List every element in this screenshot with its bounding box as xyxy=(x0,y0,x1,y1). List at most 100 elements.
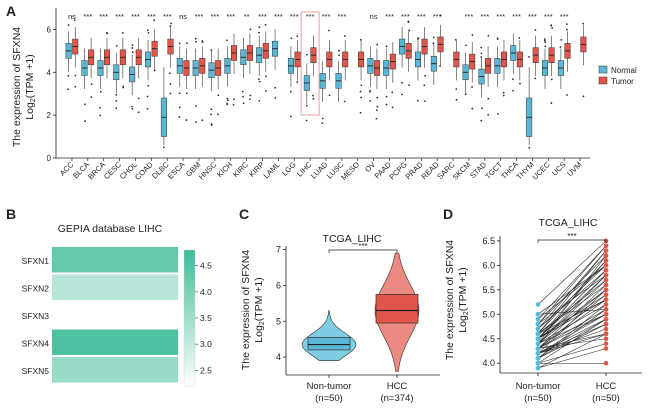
violin-box-nontumor xyxy=(307,337,351,351)
panel-c-sig-bracket xyxy=(328,249,398,253)
heat-row-label-sfxn4: SFXN4 xyxy=(22,338,50,348)
pair-line xyxy=(537,304,607,344)
pair-point-hcc xyxy=(603,248,609,253)
box-stad-tumor-outlier xyxy=(487,113,490,116)
box-skcm-normal-outlier xyxy=(464,93,467,96)
box-cesc-normal-outlier xyxy=(115,107,118,110)
box-pcpg-tumor-outlier xyxy=(408,29,411,32)
box-kich-normal-outlier xyxy=(226,97,229,100)
panel-d-xcount-hcc: (n=50) xyxy=(592,393,620,404)
box-gbm-normal-outlier xyxy=(195,105,197,107)
pair-point-nontumor xyxy=(535,316,541,322)
pair-line xyxy=(537,245,607,320)
box-coad-normal-outlier xyxy=(146,29,149,32)
colorbar-tick-label: 3.0 xyxy=(200,339,212,349)
box-gbm-tumor-outlier xyxy=(201,40,204,42)
box-prad-tumor-outlier xyxy=(424,74,427,77)
violin-box-hcc xyxy=(375,294,419,324)
box-dlbc-tumor-outlier xyxy=(169,72,171,75)
panel-d-xcount-nontumor: (n=50) xyxy=(524,393,552,404)
box-lgg-normal-outlier xyxy=(289,115,292,118)
box-meso-tumor-outlier xyxy=(359,111,362,114)
box-kirp-normal-outlier xyxy=(258,31,260,34)
colorbar-tick-label: 4.5 xyxy=(200,261,212,271)
box-ucs-tumor-outlier xyxy=(565,23,568,26)
sig-kirc: ** xyxy=(244,12,250,21)
box-ov-normal-outlier xyxy=(369,89,372,92)
box-coad-normal-outlier xyxy=(147,84,150,87)
box-gbm-normal-outlier xyxy=(195,40,197,43)
sig-chol: *** xyxy=(131,12,140,21)
box-ucs-tumor-outlier xyxy=(566,94,568,96)
sig-tgct: *** xyxy=(496,12,505,21)
pair-point-hcc xyxy=(603,277,609,283)
box-pcpg-normal-outlier xyxy=(401,93,403,96)
box-prad-tumor-outlier xyxy=(423,84,426,87)
box-paad-normal-outlier xyxy=(385,95,388,98)
box-esca-normal-outlier xyxy=(178,42,181,45)
box-ucec-tumor-outlier xyxy=(550,102,553,104)
box-stad-normal-outlier xyxy=(480,52,483,55)
pair-point-nontumor xyxy=(535,341,541,346)
panel-d-paired: TCGA_LIHC The expression of SFXN4 Log2(T… xyxy=(444,217,642,404)
box-kirc-tumor-outlier xyxy=(249,94,252,97)
pair-line xyxy=(537,265,607,320)
heat-cell-sfxn3 xyxy=(52,302,178,328)
sig-acc: ns xyxy=(68,12,76,21)
xlabel-laml: LAML xyxy=(262,160,282,180)
panel-d-ytick-label: 5.0 xyxy=(482,309,495,319)
pair-point-hcc xyxy=(603,253,609,258)
pair-point-hcc xyxy=(603,292,609,298)
pair-line xyxy=(537,318,607,364)
box-gbm-normal-outlier xyxy=(195,121,198,124)
heat-row-label-sfxn5: SFXN5 xyxy=(22,366,50,376)
panel-c-sig-label: *** xyxy=(358,242,367,251)
box-kich-normal-outlier xyxy=(226,39,228,42)
panel-c-xlabel-nontumor: Non-tumor xyxy=(307,381,352,392)
sig-ucec: *** xyxy=(544,12,553,21)
box-hnsc-normal-outlier xyxy=(210,123,213,125)
panel-d-xlabel-hcc: HCC xyxy=(596,381,617,392)
sig-luad: *** xyxy=(322,12,331,21)
box-lihc-normal-outlier xyxy=(306,53,308,56)
box-dlbc-tumor-outlier xyxy=(169,92,172,95)
box-sarc-tumor-outlier xyxy=(454,38,457,41)
pair-line xyxy=(537,245,607,325)
box-prad-normal-outlier xyxy=(416,99,419,102)
panel-label-d: D xyxy=(443,206,453,222)
box-chol-tumor-outlier xyxy=(137,97,140,100)
sig-thym: *** xyxy=(528,12,537,21)
box-ucec-normal-outlier xyxy=(543,39,546,42)
panel-d-ytick-label: 4.0 xyxy=(482,358,495,368)
box-luad-normal-outlier xyxy=(321,117,324,120)
heat-row-label-sfxn3: SFXN3 xyxy=(22,311,50,321)
box-skcm-normal-outlier xyxy=(465,44,468,47)
box-read-tumor-outlier xyxy=(439,14,442,17)
box-kirp-normal-outlier xyxy=(258,26,261,29)
box-ov-tumor-outlier xyxy=(376,96,379,99)
pair-point-nontumor xyxy=(535,302,541,307)
pair-point-hcc xyxy=(603,316,609,322)
box-kirp-tumor-outlier xyxy=(264,23,267,26)
box-ov-normal-outlier xyxy=(369,100,372,102)
box-tgct-tumor-outlier xyxy=(502,91,505,94)
box-chol-normal-outlier xyxy=(131,44,134,46)
box-meso-tumor-outlier xyxy=(360,96,362,99)
box-tgct-tumor-outlier xyxy=(502,94,505,97)
panel-d-ytick-label: 6.0 xyxy=(482,260,495,270)
pair-line xyxy=(537,323,607,354)
pair-point-nontumor xyxy=(535,331,541,337)
panel-a-ytick-label: 0 xyxy=(47,154,52,163)
box-ov-tumor-outlier xyxy=(375,109,378,111)
pair-point-hcc xyxy=(603,258,609,263)
box-thca-normal-outlier xyxy=(511,78,514,80)
pair-point-hcc xyxy=(603,360,609,366)
pair-line xyxy=(537,279,607,335)
sig-prad: *** xyxy=(417,12,426,21)
pair-line xyxy=(537,333,607,369)
pair-point-hcc xyxy=(603,243,609,249)
sig-kirp: *** xyxy=(258,12,267,21)
panel-c-ytick-label: 6 xyxy=(276,280,281,290)
panel-c-ytick-label: 7 xyxy=(276,245,281,255)
